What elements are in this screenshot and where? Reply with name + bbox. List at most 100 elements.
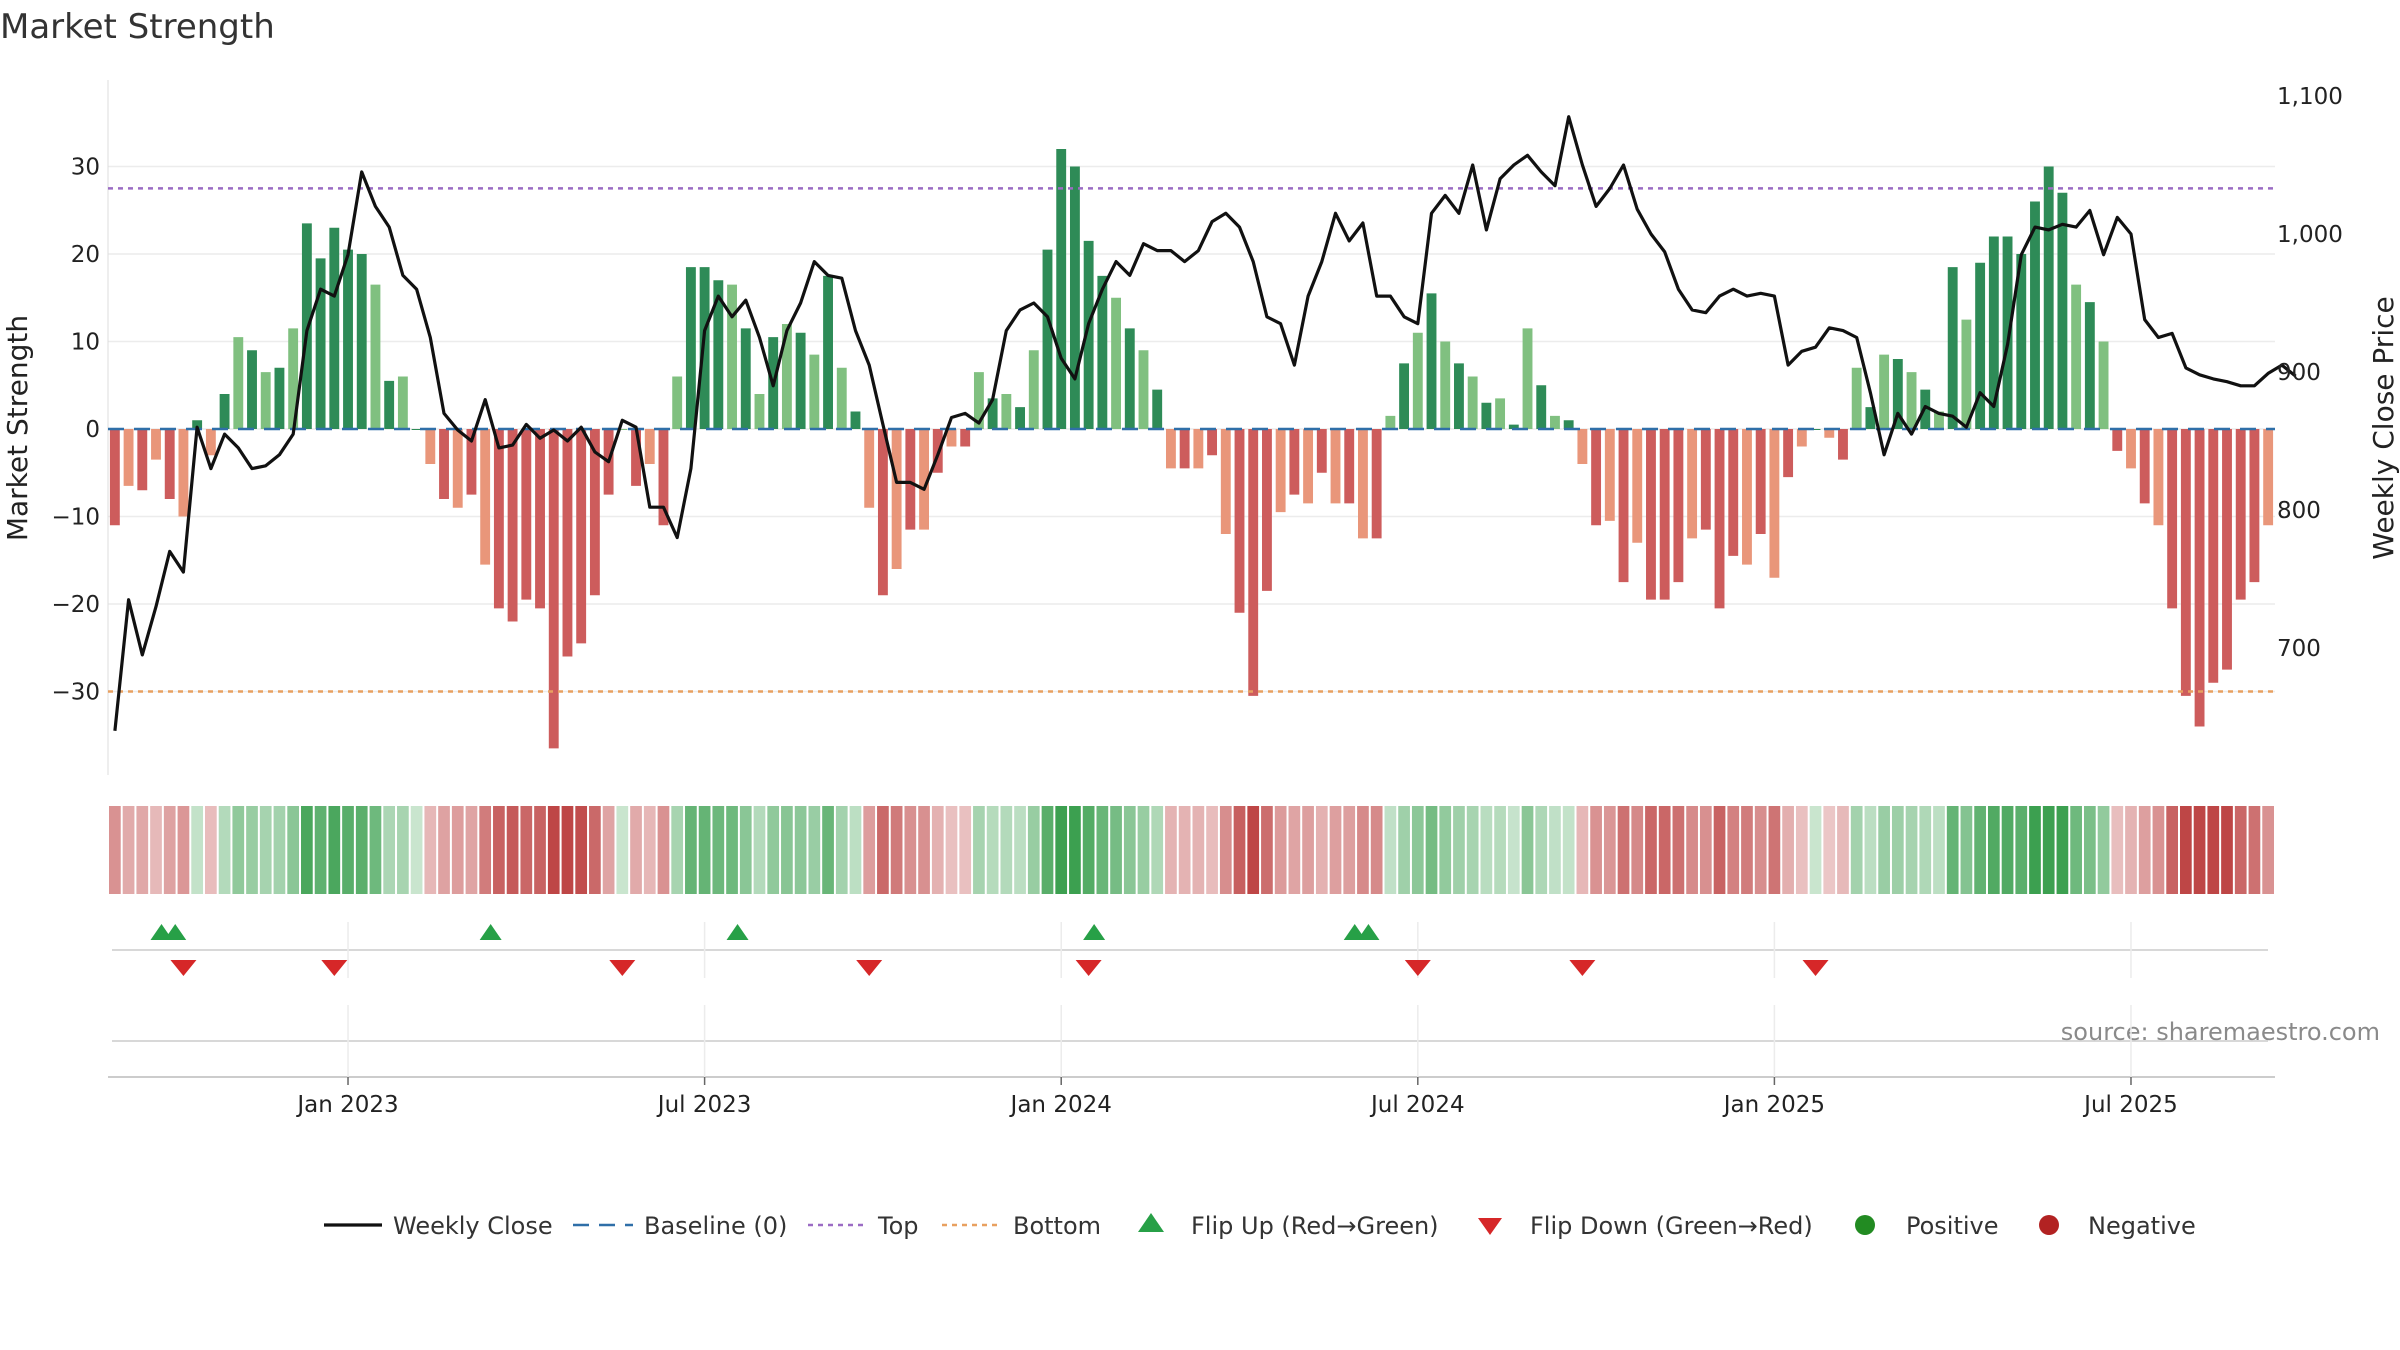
y-tick-left: −20 [51, 592, 100, 618]
heatmap-cell [1315, 806, 1328, 894]
heatmap-cell [1137, 806, 1150, 894]
strength-heatmap [109, 806, 2274, 894]
x-tick-label: Jan 2024 [1009, 1092, 1112, 1118]
heatmap-cell [1398, 806, 1410, 894]
flip-up-marker [164, 924, 187, 940]
strength-bar-positive [1097, 275, 1108, 429]
y-tick-left: −10 [51, 505, 100, 531]
strength-bar-positive [384, 380, 395, 429]
legend-symbol-negative [2039, 1215, 2059, 1235]
heatmap-cell [2248, 806, 2261, 894]
strength-bar-positive [685, 267, 696, 429]
strength-bar-negative [151, 429, 161, 460]
strength-bar-positive [2084, 302, 2095, 429]
heatmap-cell [1658, 806, 1671, 894]
strength-bar-positive [1879, 354, 1890, 429]
heatmap-cell [438, 806, 450, 894]
flip-down-marker [170, 960, 197, 976]
heatmap-cell [698, 806, 711, 894]
strength-bar-positive [1481, 402, 1492, 429]
heatmap-cell [1946, 806, 1959, 894]
heatmap-cell [1466, 806, 1479, 894]
heatmap-cell [1782, 806, 1794, 894]
heatmap-cell [918, 806, 930, 894]
heatmap-cell [2207, 806, 2220, 894]
strength-bar-positive [1522, 328, 1533, 429]
strength-bar-negative [521, 429, 532, 600]
strength-bar-negative [589, 429, 600, 596]
heatmap-cell [1151, 806, 1164, 894]
strength-bar-negative [425, 429, 436, 464]
heatmap-cell [2097, 806, 2110, 894]
strength-bar-positive [850, 411, 861, 429]
strength-bar-positive [370, 284, 381, 429]
heatmap-cell [397, 806, 409, 894]
strength-bar-positive [219, 394, 230, 429]
strength-bar-negative [1330, 429, 1341, 504]
heatmap-cell [1987, 806, 2000, 894]
heatmap-cell [1960, 806, 1973, 894]
strength-bar-positive [260, 372, 271, 429]
strength-bar-negative [2139, 429, 2150, 504]
heatmap-cell [1178, 806, 1191, 894]
strength-bar-negative [480, 429, 491, 565]
strength-bar-negative [2263, 429, 2274, 526]
y-tick-left: 20 [71, 242, 100, 268]
strength-bar-negative [1742, 429, 1752, 565]
heatmap-cell [726, 806, 738, 894]
x-tick-label: Jan 2023 [295, 1092, 398, 1118]
strength-bar-positive [411, 429, 422, 430]
strength-bar-positive [397, 376, 408, 429]
heatmap-cell [369, 806, 382, 894]
strength-bar-negative [1303, 429, 1314, 504]
heatmap-cell [301, 806, 313, 894]
strength-bar-negative [1179, 429, 1190, 469]
heatmap-cell [1000, 806, 1013, 894]
strength-bar-negative [2194, 429, 2205, 727]
heatmap-cell [150, 806, 162, 894]
heatmap-cell [1329, 806, 1342, 894]
strength-bar-negative [1824, 429, 1835, 438]
heatmap-cell [534, 806, 546, 894]
heatmap-cell [259, 806, 272, 894]
heatmap-cell [493, 806, 505, 894]
strength-bar-positive [1056, 149, 1067, 429]
heatmap-cell [849, 806, 862, 894]
heatmap-cell [1507, 806, 1520, 894]
heatmap-cell [1302, 806, 1314, 894]
strength-bar-negative [164, 429, 175, 499]
strength-bar-negative [1165, 429, 1176, 469]
strength-bar-positive [2071, 284, 2082, 429]
y-axis-label-right: Weekly Close Price [2367, 296, 2400, 559]
heatmap-cell [1110, 806, 1122, 894]
heatmap-cell [506, 806, 519, 894]
flip-down-marker [321, 960, 348, 976]
strength-bar-positive [343, 249, 353, 429]
strength-bar-positive [1947, 267, 1958, 429]
strength-bar-negative [960, 429, 971, 447]
strength-bar-positive [713, 280, 724, 429]
heatmap-cell [835, 806, 848, 894]
strength-bar-negative [2180, 429, 2191, 696]
heatmap-cell [1206, 806, 1218, 894]
strength-bar-negative [2112, 429, 2123, 451]
heatmap-cell [1041, 806, 1054, 894]
heatmap-cell [589, 806, 601, 894]
strength-bar-negative [178, 429, 189, 517]
strength-bar-positive [781, 324, 792, 429]
heatmap-cell [1055, 806, 1068, 894]
legend-label-negative: Negative [2088, 1212, 2196, 1240]
strength-bar-negative [123, 429, 134, 486]
heatmap-cell [2262, 806, 2274, 894]
heatmap-cell [2070, 806, 2082, 894]
strength-bar-positive [1865, 407, 1876, 429]
strength-bar-negative [1344, 429, 1355, 504]
heatmap-cell [1837, 806, 1849, 894]
heatmap-cell [109, 806, 121, 894]
strength-bar-positive [1138, 350, 1149, 429]
heatmap-cell [1411, 806, 1424, 894]
strength-bar-negative [1275, 429, 1286, 513]
heatmap-cell [1425, 806, 1438, 894]
heatmap-cell [1809, 806, 1822, 894]
heatmap-cell [712, 806, 725, 894]
